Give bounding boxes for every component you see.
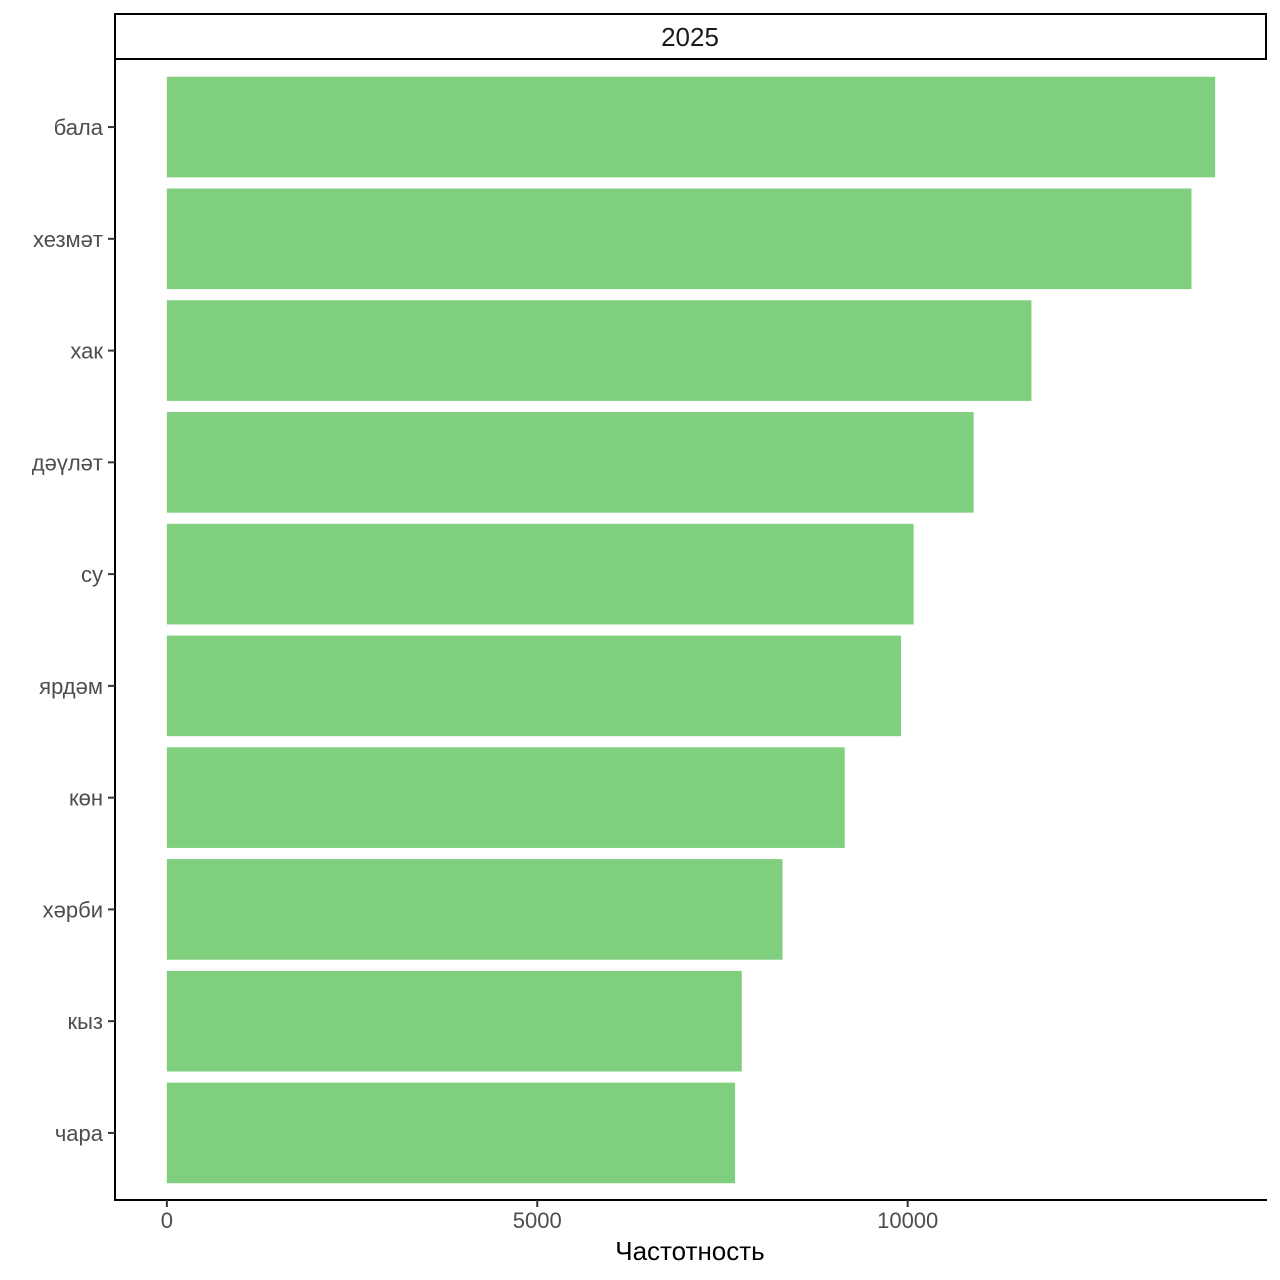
y-tick-label: көн bbox=[69, 786, 103, 811]
bar-9 bbox=[166, 970, 742, 1072]
bar-3 bbox=[166, 300, 1032, 401]
y-tick-label: ярдәм bbox=[39, 674, 103, 699]
y-tick-label: су bbox=[81, 562, 103, 587]
y-tick-label: чара bbox=[55, 1121, 104, 1146]
facet-strip-label: 2025 bbox=[661, 22, 719, 52]
bar-4 bbox=[166, 412, 974, 513]
x-tick-label: 5000 bbox=[513, 1208, 562, 1233]
y-tick-label: кыз bbox=[67, 1009, 103, 1034]
bar-6 bbox=[166, 635, 902, 737]
y-tick-label: хезмәт bbox=[33, 227, 103, 252]
bar-1 bbox=[166, 76, 1216, 178]
facet-strip: 2025 bbox=[114, 13, 1267, 60]
facet-strip-box bbox=[114, 13, 1267, 60]
y-tick-label: бала bbox=[54, 115, 104, 140]
bar-10 bbox=[166, 1082, 736, 1184]
x-axis-ticks: 0 5000 10000 bbox=[161, 1200, 938, 1233]
y-tick-label: хак bbox=[70, 339, 103, 364]
bar-5 bbox=[166, 523, 914, 625]
bar-8 bbox=[166, 859, 783, 960]
bar-2 bbox=[166, 188, 1192, 290]
y-tick-label: дәүләт bbox=[32, 450, 103, 475]
bar-7 bbox=[166, 747, 845, 848]
bars-group bbox=[166, 76, 1216, 1184]
x-axis-title: Частотность bbox=[615, 1236, 764, 1266]
y-tick-label: хәрби bbox=[43, 897, 103, 922]
x-tick-label: 0 bbox=[161, 1208, 173, 1233]
y-axis-ticks: бала хезмәт хак дәүләт су ярдәм көн хәрби кыз чар… bbox=[32, 115, 115, 1146]
x-tick-label: 10000 bbox=[877, 1208, 938, 1233]
